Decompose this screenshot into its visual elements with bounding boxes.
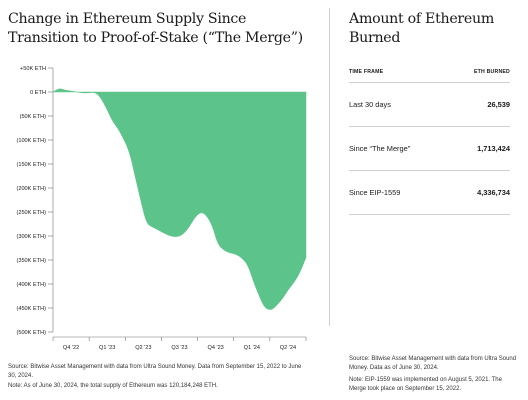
col-header-eth-burned: ETH BURNED — [474, 69, 510, 75]
y-tick-label: (200K ETH) — [16, 186, 46, 192]
row-value: 1,713,424 — [477, 144, 510, 153]
row-label: Last 30 days — [349, 100, 391, 109]
chart-title: Change in Ethereum Supply Since Transiti… — [8, 10, 313, 48]
y-tick-label: (350K ETH) — [16, 258, 46, 264]
x-tick-label: Q2 '23 — [135, 345, 151, 350]
table-row: Since EIP-1559 4,336,734 — [349, 171, 510, 215]
table-header: TIME FRAME ETH BURNED — [349, 61, 510, 83]
column-divider — [329, 8, 330, 326]
x-tick-label: Q1 '23 — [99, 345, 115, 350]
table-row: Since “The Merge” 1,713,424 — [349, 127, 510, 171]
chart-source: Source: Bitwise Asset Management with da… — [8, 363, 308, 380]
col-header-timeframe: TIME FRAME — [349, 69, 383, 75]
y-tick-label: (250K ETH) — [16, 210, 46, 216]
row-value: 26,539 — [487, 100, 510, 109]
chart-area: +50K ETH 0 ETH (50K ETH) (100K ETH) (150K ET… — [0, 60, 320, 350]
table-title: Amount of Ethereum Burned — [349, 10, 519, 48]
y-tick-label: (400K ETH) — [16, 282, 46, 288]
row-label: Since EIP-1559 — [349, 188, 400, 197]
table-row: Last 30 days 26,539 — [349, 83, 510, 127]
table-source: Source: Bitwise Asset Management with da… — [349, 355, 519, 372]
y-tick-label: (150K ETH) — [16, 162, 46, 168]
x-tick-label: Q1 '24 — [244, 345, 260, 350]
table-note: Note: EIP-1559 was implemented on August… — [349, 376, 519, 393]
y-tick-label: +50K ETH — [20, 66, 46, 72]
eth-burned-table: TIME FRAME ETH BURNED Last 30 days 26,53… — [349, 61, 510, 215]
x-tick-label: Q4 '23 — [207, 345, 223, 350]
row-value: 4,336,734 — [477, 188, 510, 197]
y-tick-label: (100K ETH) — [16, 138, 46, 144]
chart-note: Note: As of June 30, 2024, the total sup… — [8, 382, 308, 391]
y-tick-label: (450K ETH) — [16, 306, 46, 312]
y-tick-label: 0 ETH — [30, 90, 46, 96]
y-tick-label: (300K ETH) — [16, 234, 46, 240]
y-tick-label: (500K ETH) — [16, 330, 46, 336]
x-tick-label: Q4 '22 — [63, 345, 79, 350]
supply-area — [53, 89, 306, 310]
y-axis-ticks: +50K ETH 0 ETH (50K ETH) (100K ETH) (150K ET… — [16, 66, 53, 350]
x-tick-label: Q3 '23 — [171, 345, 187, 350]
x-tick-label: Q2 '24 — [280, 345, 296, 350]
row-label: Since “The Merge” — [349, 144, 410, 153]
y-tick-label: (50K ETH) — [20, 114, 47, 120]
x-axis-ticks: Q4 '22 Q1 '23 Q2 '23 Q3 '23 Q4 '23 Q1 '24 Q2 '… — [53, 337, 306, 350]
